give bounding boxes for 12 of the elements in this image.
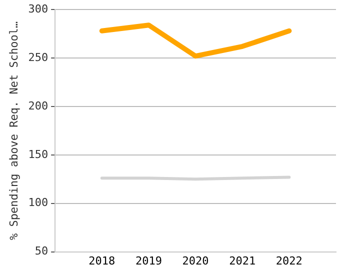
y-tick-label: 150 bbox=[28, 148, 48, 161]
x-tick-label: 2022 bbox=[276, 254, 302, 268]
x-tick-label: 2018 bbox=[88, 254, 116, 268]
y-tick-label: 50 bbox=[34, 244, 48, 258]
y-tick-label: 250 bbox=[28, 50, 48, 64]
y-tick-label: 100 bbox=[28, 196, 48, 210]
x-tick-label: 2019 bbox=[135, 254, 162, 268]
y-tick-label: 300 bbox=[28, 2, 48, 16]
y-axis-title: % Spending above Req. Net School… bbox=[7, 21, 20, 240]
x-tick-label: 2020 bbox=[182, 254, 209, 268]
x-tick-label: 2021 bbox=[229, 254, 256, 268]
y-tick-label: 200 bbox=[28, 99, 48, 112]
